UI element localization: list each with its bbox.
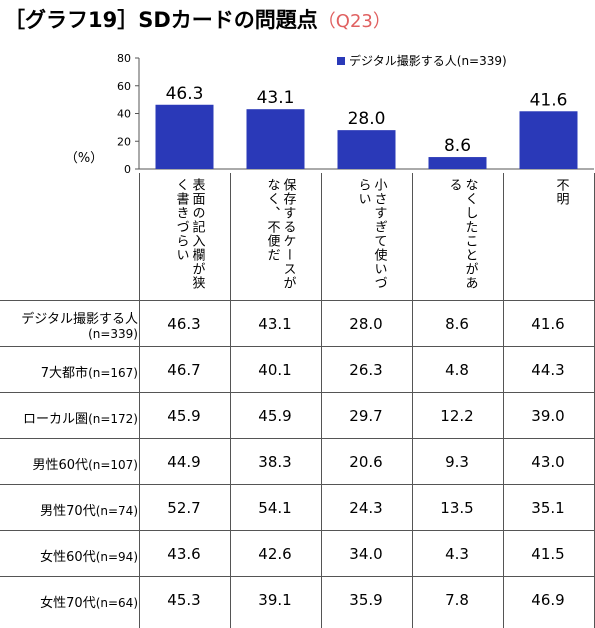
- category-label: 表面の記入欄が狭く書きづらい: [173, 178, 205, 290]
- table-cell: 43.6: [167, 545, 201, 563]
- page-title: ［グラフ19］SDカードの問題点（Q23）: [4, 4, 391, 34]
- column-divider: [321, 173, 322, 628]
- title-main: ［グラフ19］SDカードの問題点: [4, 8, 318, 32]
- row-label: 7大都市(n=167): [0, 362, 138, 381]
- table-cell: 44.9: [167, 453, 201, 471]
- table-cell: 8.6: [445, 315, 469, 333]
- row-label-n: (n=339): [88, 327, 138, 341]
- row-label: 女性70代(n=64): [0, 592, 138, 611]
- table-cell: 45.9: [167, 407, 201, 425]
- row-divider: [0, 576, 594, 577]
- row-label-name: 7大都市: [40, 366, 89, 381]
- title-code: （Q23）: [317, 11, 391, 32]
- y-axis-unit: （%）: [65, 151, 103, 166]
- row-label-name: デジタル撮影する人: [21, 312, 138, 327]
- table-cell: 45.3: [167, 591, 201, 609]
- row-label-n: (n=107): [88, 458, 138, 472]
- category-label: 小さすぎて使いづらい: [355, 178, 387, 290]
- y-tick-label: 20: [117, 135, 131, 148]
- category-label: 保存するケースがなく、不便だ: [264, 178, 296, 290]
- bar-value-label: 8.6: [444, 136, 471, 156]
- table-cell: 24.3: [349, 499, 383, 517]
- table-cell: 34.0: [349, 545, 383, 563]
- y-tick-label: 0: [124, 163, 131, 175]
- table-cell: 43.1: [258, 315, 292, 333]
- bar: [155, 104, 214, 169]
- legend-label: デジタル撮影する人(n=339): [349, 53, 507, 68]
- table-cell: 38.3: [258, 453, 292, 471]
- y-tick-label: 40: [117, 108, 131, 121]
- row-divider: [0, 346, 594, 347]
- row-label-name: 女性70代: [40, 596, 96, 611]
- row-label-n: (n=94): [95, 550, 138, 564]
- table-cell: 29.7: [349, 407, 383, 425]
- row-label-n: (n=64): [95, 596, 138, 610]
- row-label-name: 男性60代: [32, 458, 89, 473]
- table-cell: 9.3: [445, 453, 469, 471]
- row-label-name: 男性70代: [40, 504, 96, 519]
- row-label-n: (n=167): [88, 366, 138, 380]
- table-cell: 4.3: [445, 545, 469, 563]
- table-cell: 41.5: [531, 545, 565, 563]
- y-tick-label: 60: [117, 80, 131, 93]
- table-cell: 35.1: [531, 499, 565, 517]
- table-cell: 28.0: [349, 315, 383, 333]
- table-cell: 46.9: [531, 591, 565, 609]
- table-cell: 46.3: [167, 315, 201, 333]
- bar: [246, 109, 305, 169]
- table-cell: 20.6: [349, 453, 383, 471]
- table-header-divider: [0, 300, 594, 301]
- table-cell: 41.6: [531, 315, 565, 333]
- y-tick-label: 80: [117, 52, 131, 65]
- row-label: 男性70代(n=74): [0, 500, 138, 519]
- row-divider: [0, 530, 594, 531]
- bar-value-label: 28.0: [348, 109, 386, 129]
- row-label-n: (n=172): [88, 412, 138, 426]
- table-cell: 4.8: [445, 361, 469, 379]
- bar-value-label: 46.3: [166, 84, 204, 104]
- column-divider: [412, 173, 413, 628]
- table-cell: 39.0: [531, 407, 565, 425]
- bar-value-label: 43.1: [257, 88, 295, 108]
- bar: [428, 157, 487, 169]
- row-divider: [0, 484, 594, 485]
- column-divider: [139, 173, 140, 628]
- row-divider: [0, 392, 594, 393]
- table-cell: 42.6: [258, 545, 292, 563]
- table-cell: 7.8: [445, 591, 469, 609]
- row-divider: [0, 438, 594, 439]
- table-cell: 45.9: [258, 407, 292, 425]
- table-cell: 12.2: [440, 407, 474, 425]
- row-label: 男性60代(n=107): [0, 454, 138, 473]
- category-label: なくしたことがある: [446, 178, 478, 290]
- row-label-n: (n=74): [95, 504, 138, 518]
- table-cell: 39.1: [258, 591, 292, 609]
- column-divider: [230, 173, 231, 628]
- table-cell: 26.3: [349, 361, 383, 379]
- table-cell: 52.7: [167, 499, 201, 517]
- table-cell: 13.5: [440, 499, 474, 517]
- bar-chart: 0 20 40 60 80 （%） 46.3 43.1 28.0 8.6 41.6 デジタル撮影する人…: [65, 52, 594, 175]
- row-label-name: ローカル圏: [23, 412, 89, 427]
- bar: [337, 130, 396, 169]
- column-divider: [503, 173, 504, 628]
- table-cell: 35.9: [349, 591, 383, 609]
- table-cell: 44.3: [531, 361, 565, 379]
- row-label-name: 女性60代: [40, 550, 96, 565]
- table-cell: 43.0: [531, 453, 565, 471]
- bar-value-label: 41.6: [530, 90, 568, 110]
- table-cell: 54.1: [258, 499, 292, 517]
- row-label: 女性60代(n=94): [0, 546, 138, 565]
- table-cell: 46.7: [167, 361, 201, 379]
- row-label: ローカル圏(n=172): [0, 408, 138, 427]
- row-label: デジタル撮影する人 (n=339): [0, 308, 138, 342]
- category-label: 不明: [553, 178, 569, 206]
- table-cell: 40.1: [258, 361, 292, 379]
- bar: [519, 111, 578, 169]
- legend-swatch: [337, 57, 345, 65]
